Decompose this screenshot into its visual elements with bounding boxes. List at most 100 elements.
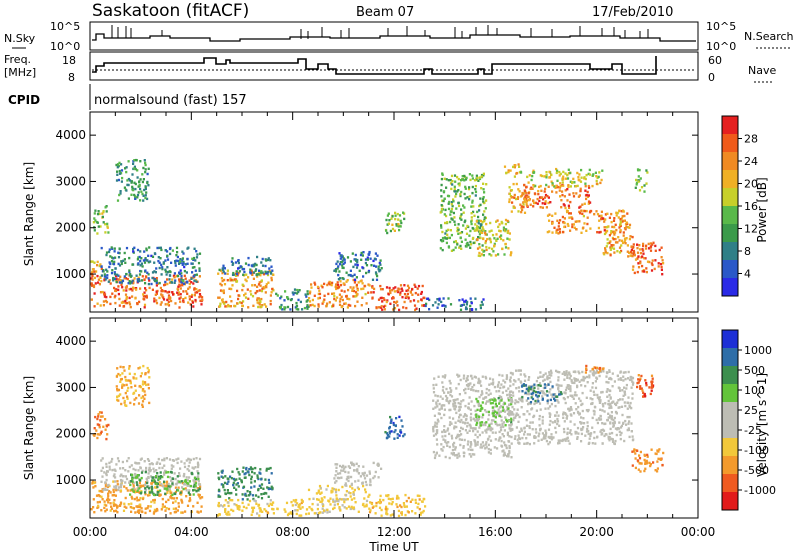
velocity-ytick-label-2: 3000 — [55, 380, 86, 394]
power-colorbar-swatch-0 — [722, 116, 738, 135]
nsky-tick-bottom: 10^0 — [50, 40, 80, 53]
nave-tick-top: 60 — [708, 54, 722, 67]
velocity-ylabel: Slant Range [km] — [22, 376, 36, 480]
velocity-patch-9 — [368, 493, 427, 518]
power-patch-7 — [275, 288, 310, 311]
plot-title: Saskatoon (fitACF) — [92, 1, 249, 21]
power-patch-3 — [100, 246, 202, 286]
velocity-colorbar-tick-label-3: 25 — [744, 404, 758, 417]
power-colorbar-swatch-3 — [722, 170, 738, 189]
power-patch-21 — [629, 241, 665, 276]
power-ytick-label-3: 4000 — [55, 128, 86, 142]
nave-tick-bottom: 0 — [708, 71, 715, 84]
velocity-colorbar-tick-label-6: -500 — [744, 464, 769, 477]
velocity-colorbar-swatch-8 — [722, 474, 738, 493]
power-ytick-label-2: 3000 — [55, 174, 86, 188]
freq-tick-bottom: 8 — [68, 71, 75, 84]
power-colorbar-swatch-1 — [722, 134, 738, 153]
velocity-patch-12 — [475, 397, 513, 427]
power-colorbar-tick-label-2: 12 — [744, 223, 758, 236]
nsky-label: N.Sky — [4, 32, 36, 45]
velocity-colorbar-swatch-0 — [722, 330, 738, 349]
velocity-colorbar-tick-label-2: 100 — [744, 384, 765, 397]
velocity-patch-15 — [631, 448, 665, 473]
velocity-colorbar-swatch-3 — [722, 384, 738, 403]
xtick-label-2: 08:00 — [275, 525, 310, 539]
power-patch-0 — [90, 274, 204, 309]
power-ytick-label-1: 2000 — [55, 221, 86, 235]
date-label: 17/Feb/2010 — [592, 5, 673, 20]
power-colorbar-swatch-7 — [722, 242, 738, 261]
power-scatter-marks — [90, 158, 665, 312]
power-colorbar-swatch-8 — [722, 260, 738, 279]
power-ytick-label-0: 1000 — [55, 267, 86, 281]
velocity-colorbar-swatch-2 — [722, 366, 738, 385]
nsky-trace — [92, 33, 696, 42]
beam-label: Beam 07 — [356, 5, 414, 20]
velocity-scatter-marks — [90, 364, 665, 518]
xtick-label-6: 00:00 — [681, 525, 716, 539]
power-colorbar-swatch-9 — [722, 278, 738, 297]
xtick-label-1: 04:00 — [174, 525, 209, 539]
nsearch-tick-bottom: 10^0 — [706, 40, 736, 53]
velocity-patch-10 — [384, 415, 406, 440]
power-patch-19 — [546, 209, 629, 235]
power-patch-5 — [217, 269, 275, 309]
power-colorbar-swatch-4 — [722, 188, 738, 207]
velocity-ytick-label-3: 4000 — [55, 334, 86, 348]
xtick-label-5: 20:00 — [579, 525, 614, 539]
nave-label: Nave — [748, 64, 776, 77]
power-colorbar-tick-label-3: 16 — [744, 200, 758, 213]
velocity-colorbar-swatch-7 — [722, 456, 738, 475]
power-patch-14 — [475, 218, 513, 258]
cpid-label: CPID — [8, 93, 40, 107]
velocity-patch-5 — [217, 466, 274, 501]
power-colorbar-swatch-5 — [722, 206, 738, 225]
nsky-spikes — [111, 25, 649, 39]
power-patch-8 — [308, 278, 371, 309]
velocity-colorbar-swatch-1 — [722, 348, 738, 367]
power-colorbar-tick-label-6: 28 — [744, 133, 758, 146]
velocity-patch-13 — [508, 368, 635, 446]
cpid-value: normalsound (fast) 157 — [94, 93, 247, 108]
nsearch-tick-top: 10^5 — [706, 20, 736, 33]
power-colorbar-tick-label-0: 4 — [744, 268, 751, 281]
velocity-colorbar-swatch-6 — [722, 438, 738, 457]
freq-label-line1: Freq. — [4, 53, 31, 66]
velocity-colorbar-tick-label-0: 1000 — [744, 344, 772, 357]
nsky-tick-top: 10^5 — [50, 20, 80, 33]
time-xlabel: Time UT — [368, 540, 419, 554]
power-patch-17 — [520, 183, 592, 210]
velocity-colorbar-tick-label-1: 500 — [744, 364, 765, 377]
velocity-patch-17 — [584, 364, 605, 374]
power-colorbar-swatch-2 — [722, 152, 738, 171]
xtick-label-4: 16:00 — [478, 525, 513, 539]
freq-tick-top: 18 — [62, 54, 76, 67]
power-patch-6 — [218, 255, 274, 277]
power-patch-18 — [526, 167, 604, 189]
power-patch-10 — [370, 283, 427, 312]
power-patch-12 — [424, 297, 485, 312]
power-colorbar: 4 8 12 16 20 24 28 — [721, 115, 758, 297]
power-patch-9 — [333, 250, 383, 281]
xtick-label-3: 12:00 — [377, 525, 412, 539]
velocity-panel: 1000 2000 3000 4000 00:00 04:00 08:00 12:00 16:0… — [55, 317, 716, 539]
xtick-label-0: 00:00 — [73, 525, 108, 539]
velocity-colorbar-tick-label-7: -1000 — [744, 484, 776, 497]
power-colorbar-swatch-6 — [722, 224, 738, 243]
power-patch-11 — [384, 211, 406, 235]
velocity-ytick-label-0: 1000 — [55, 473, 86, 487]
velocity-colorbar: 1000 500 100 25 -25 -100 -500 -1000 — [721, 329, 776, 511]
power-patch-16 — [503, 163, 523, 178]
velocity-colorbar-swatch-4 — [722, 402, 738, 421]
velocity-colorbar-label: Velocity [m s^-1] — [755, 373, 769, 477]
power-patch-22 — [634, 168, 649, 193]
power-colorbar-tick-label-4: 20 — [744, 178, 758, 191]
power-patch-13 — [439, 172, 488, 253]
power-colorbar-tick-label-5: 24 — [744, 155, 758, 168]
power-ylabel: Slant Range [km] — [22, 162, 36, 266]
velocity-patch-3 — [129, 470, 201, 497]
velocity-colorbar-tick-label-4: -25 — [744, 424, 762, 437]
velocity-patch-4 — [115, 364, 151, 408]
